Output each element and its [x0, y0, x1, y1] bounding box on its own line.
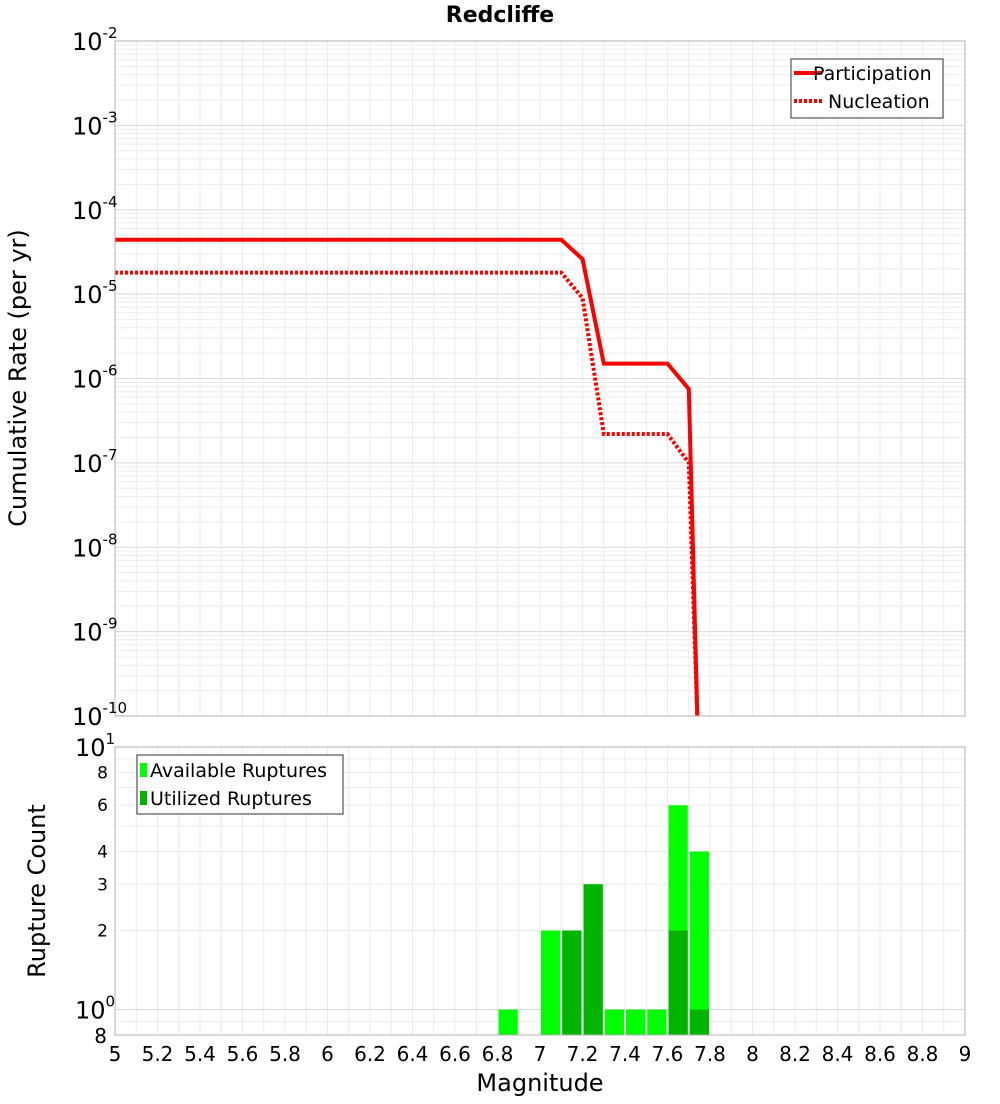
bottom-y-tick-minor: 6	[97, 796, 108, 816]
top-y-tick-label: 10-10	[72, 699, 127, 731]
utilized-bar	[689, 1009, 709, 1035]
chart-title: Redcliffe	[446, 3, 554, 28]
utilized-bar	[562, 930, 582, 1035]
legend-label-participation: Participation	[813, 63, 932, 85]
x-tick-label: 9	[959, 1042, 972, 1066]
top-y-tick-label: 10-4	[72, 193, 118, 225]
top-plot: 10-10 10-9 10-8 10-7 10-6 10-5 10-4 10-3 10-2 Par…	[72, 24, 966, 731]
available-bar	[541, 930, 561, 1035]
x-tick-label: 6.2	[354, 1042, 386, 1066]
series-line-nucleation	[115, 270, 700, 717]
x-tick-label: 7.4	[609, 1042, 641, 1066]
x-tick-labels: 5 5.2 5.4 5.6 5.8 6 6.2 6.4 6.6 6.8 7 7.2 7.4 7.6 7.8 8…	[109, 1042, 972, 1066]
bottom-y-tick-minor: 3	[97, 875, 108, 895]
series-line-participation	[115, 237, 700, 717]
utilized-bar	[583, 884, 603, 1035]
legend-swatch-available	[140, 763, 147, 777]
bottom-y-tick-minor: 2	[97, 922, 108, 942]
x-tick-label: 5.4	[184, 1042, 216, 1066]
x-tick-label: 5	[109, 1042, 122, 1066]
x-tick-label: 6.6	[439, 1042, 471, 1066]
legend-label-utilized: Utilized Ruptures	[150, 788, 312, 810]
top-plot-frame	[114, 40, 966, 717]
x-tick-label: 8.8	[907, 1042, 939, 1066]
available-bar	[689, 851, 709, 1035]
x-tick-label: 6	[321, 1042, 334, 1066]
x-tick-label: 7	[534, 1042, 547, 1066]
top-y-tick-label: 10-9	[72, 615, 118, 647]
utilized-bar	[668, 930, 688, 1035]
x-tick-label: 5.6	[227, 1042, 259, 1066]
bottom-legend-box	[136, 754, 344, 815]
bottom-legend: Available Ruptures Utilized Ruptures	[136, 754, 344, 815]
top-legend: Participation Nucleation	[790, 58, 944, 119]
legend-label-nucleation: Nucleation	[828, 91, 930, 113]
x-tick-label: 5.2	[142, 1042, 174, 1066]
legend-label-available: Available Ruptures	[150, 760, 327, 782]
available-bar	[498, 1009, 518, 1035]
top-y-tick-label: 10-6	[72, 362, 118, 394]
x-tick-label: 6.4	[397, 1042, 429, 1066]
bottom-y-tick-major: 100	[75, 993, 115, 1025]
bottom-y-tick-major: 101	[75, 730, 115, 762]
top-y-tick-label: 10-3	[72, 108, 118, 140]
x-tick-label: 6.8	[482, 1042, 514, 1066]
x-tick-label: 8.6	[864, 1042, 896, 1066]
x-tick-label: 5.8	[269, 1042, 301, 1066]
top-y-axis-title: Cumulative Rate (per yr)	[4, 229, 32, 527]
x-tick-label: 7.8	[694, 1042, 726, 1066]
bottom-plot: 100 101 2 3 4 6 8 8 Available Ruptures Utilized R…	[75, 730, 966, 1048]
available-bar	[647, 1009, 667, 1035]
available-bar	[626, 1009, 646, 1035]
x-tick-label: 8	[746, 1042, 759, 1066]
bottom-plot-frame	[114, 746, 966, 1036]
x-tick-label: 7.2	[567, 1042, 599, 1066]
x-tick-label: 8.4	[822, 1042, 854, 1066]
legend-swatch-utilized	[140, 791, 147, 805]
top-y-tick-label: 10-8	[72, 530, 118, 562]
bottom-y-tick-minor: 4	[97, 842, 108, 862]
bottom-y-axis-title: Rupture Count	[23, 804, 51, 978]
x-tick-label: 7.6	[652, 1042, 684, 1066]
top-y-tick-label: 10-5	[72, 277, 118, 309]
bottom-y-tick-bottom: 8	[94, 1024, 107, 1048]
x-tick-label: 8.2	[779, 1042, 811, 1066]
bottom-y-tick-minor: 8	[97, 763, 108, 783]
top-y-tick-label: 10-2	[72, 24, 118, 56]
top-legend-box	[790, 58, 944, 119]
available-bar	[604, 1009, 624, 1035]
x-axis-title: Magnitude	[476, 1069, 603, 1097]
top-y-tick-label: 10-7	[72, 446, 118, 478]
